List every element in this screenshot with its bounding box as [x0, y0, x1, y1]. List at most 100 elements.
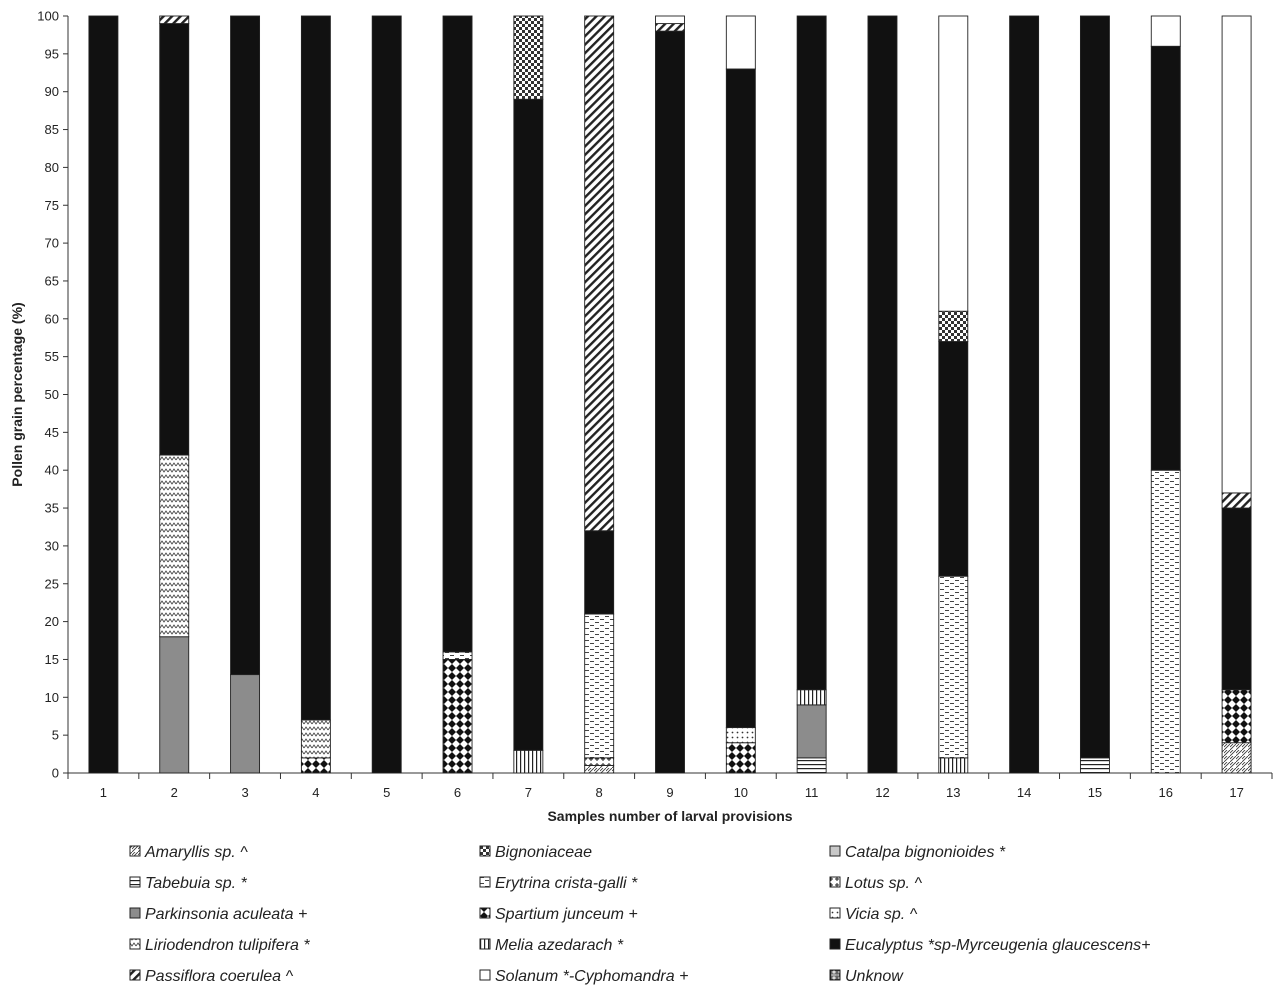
bar-segment-eucalyptus-sp-myrceugenia-glaucescens-sample-13 [938, 341, 969, 577]
y-axis-title: Pollen grain percentage (%) [9, 302, 25, 486]
legend-label-tabebuia-sp: Tabebuia sp. * [145, 875, 247, 892]
bar-segment-eucalyptus-sp-myrceugenia-glaucescens-sample-6 [442, 15, 473, 653]
legend-swatch-catalpa-bignonioides [829, 845, 841, 857]
bar-segment-erytrina-crista-galli-sample-8 [584, 613, 615, 759]
bar-segment-eucalyptus-sp-myrceugenia-glaucescens-sample-17 [1221, 507, 1252, 691]
legend-label-melia-azedarach: Melia azedarach * [495, 937, 624, 954]
legend-label-lotus-sp: Lotus sp. ^ [845, 875, 922, 892]
bar-segment-bignoniaceae-sample-7 [513, 15, 544, 100]
legend-swatch-bignoniaceae [479, 845, 491, 857]
x-tick-label: 15 [1088, 785, 1102, 800]
y-tick-label: 85 [45, 122, 59, 137]
y-tick-label: 95 [45, 46, 59, 61]
bar-segment-vicia-sp-sample-10 [725, 727, 756, 744]
y-tick-label: 75 [45, 198, 59, 213]
bar-segment-spartium-junceum-sample-10 [725, 742, 756, 774]
bar-segment-eucalyptus-sp-myrceugenia-glaucescens-sample-5 [371, 15, 402, 774]
y-tick-label: 70 [45, 236, 59, 251]
x-tick-label: 16 [1159, 785, 1173, 800]
bar-segment-lotus-sp-sample-8 [584, 757, 615, 766]
legend-swatch-parkinsonia-aculeata [129, 907, 141, 919]
legend-swatch-lotus-sp [829, 876, 841, 888]
legend-swatch-solanum-cyphomandra [479, 969, 491, 981]
legend-swatch-melia-azedarach [479, 938, 491, 950]
x-tick-label: 9 [666, 785, 673, 800]
bar-segment-eucalyptus-sp-myrceugenia-glaucescens-sample-10 [725, 68, 756, 729]
legend-swatch-spartium-junceum [479, 907, 491, 919]
y-tick-label: 30 [45, 538, 59, 553]
bar-segment-erytrina-crista-galli-sample-16 [1150, 469, 1181, 774]
y-tick-label: 50 [45, 387, 59, 402]
bar-segment-parkinsonia-aculeata-sample-2 [159, 636, 190, 774]
legend-label-passiflora-coerulea: Passiflora coerulea ^ [145, 968, 294, 985]
bar-segment-eucalyptus-sp-myrceugenia-glaucescens-sample-3 [230, 15, 261, 676]
y-tick-label: 0 [52, 766, 59, 781]
legend-label-spartium-junceum: Spartium junceum + [495, 906, 638, 923]
y-tick-label: 100 [37, 9, 59, 24]
bar-segment-eucalyptus-sp-myrceugenia-glaucescens-sample-11 [796, 15, 827, 691]
bar-segment-melia-azedarach-sample-7 [513, 749, 544, 774]
x-tick-label: 5 [383, 785, 390, 800]
bar-segment-eucalyptus-sp-myrceugenia-glaucescens-sample-9 [655, 30, 685, 774]
x-tick-label: 4 [312, 785, 319, 800]
x-tick-label: 6 [454, 785, 461, 800]
x-tick-label: 8 [596, 785, 603, 800]
legend-swatch-vicia-sp [829, 907, 841, 919]
bar-segment-eucalyptus-sp-myrceugenia-glaucescens-sample-8 [584, 530, 615, 615]
legend-swatch-amaryllis-sp [129, 845, 141, 857]
bar-segment-solanum-cyphomandra-sample-16 [1150, 15, 1181, 47]
y-tick-label: 55 [45, 349, 59, 364]
legend-swatch-eucalyptus-sp-myrceugenia-glaucescens [829, 938, 841, 950]
bar-segment-passiflora-coerulea-sample-2 [159, 15, 190, 25]
bar-segment-passiflora-coerulea-sample-9 [655, 23, 685, 32]
x-tick-label: 2 [171, 785, 178, 800]
y-tick-label: 35 [45, 501, 59, 516]
legend-label-erytrina-crista-galli: Erytrina crista-galli * [495, 875, 638, 892]
bar-segment-solanum-cyphomandra-sample-9 [655, 15, 685, 25]
bar-segment-eucalyptus-sp-myrceugenia-glaucescens-sample-2 [159, 23, 190, 456]
bar-segment-amaryllis-sp-sample-8 [584, 764, 615, 774]
bar-segment-eucalyptus-sp-myrceugenia-glaucescens-sample-4 [300, 15, 331, 721]
legend-swatch-erytrina-crista-galli [479, 876, 491, 888]
bar-segment-passiflora-coerulea-sample-8 [584, 15, 615, 532]
y-tick-label: 45 [45, 425, 59, 440]
x-tick-label: 11 [805, 785, 819, 800]
bar-segment-eucalyptus-sp-myrceugenia-glaucescens-sample-7 [513, 98, 544, 751]
bar-segment-liriodendron-tulipifera-sample-4 [300, 719, 331, 759]
bar-segment-amaryllis-sp-sample-17 [1221, 742, 1252, 774]
bar-segment-parkinsonia-aculeata-sample-3 [230, 674, 261, 774]
bar-segment-eucalyptus-sp-myrceugenia-glaucescens-sample-14 [1009, 15, 1040, 774]
bar-segment-tabebuia-sp-sample-11 [796, 757, 827, 774]
bar-segment-erytrina-crista-galli-sample-6 [442, 651, 473, 660]
legend-label-eucalyptus-sp-myrceugenia-glaucescens: Eucalyptus *sp-Myrceugenia glaucescens+ [845, 937, 1151, 954]
bar-segment-liriodendron-tulipifera-sample-2 [159, 454, 190, 638]
legend-swatch-passiflora-coerulea [129, 969, 141, 981]
bar-segment-eucalyptus-sp-myrceugenia-glaucescens-sample-16 [1150, 45, 1181, 471]
y-tick-label: 10 [45, 690, 59, 705]
y-tick-label: 5 [52, 728, 59, 743]
bar-segment-solanum-cyphomandra-sample-17 [1221, 15, 1252, 494]
y-tick-label: 25 [45, 576, 59, 591]
bar-segment-solanum-cyphomandra-sample-13 [938, 15, 969, 312]
legend-swatch-unknow [829, 969, 841, 981]
legend: Amaryllis sp. ^ Tabebuia sp. * Parkinsonia… [129, 844, 1151, 985]
y-tick-label: 40 [45, 463, 59, 478]
bar-segment-spartium-junceum-sample-17 [1221, 689, 1252, 744]
y-tick-label: 15 [45, 652, 59, 667]
x-tick-label: 10 [734, 785, 748, 800]
legend-label-amaryllis-sp: Amaryllis sp. ^ [144, 844, 248, 861]
bar-segment-spartium-junceum-sample-4 [300, 757, 331, 774]
bar-segment-eucalyptus-sp-myrceugenia-glaucescens-sample-12 [867, 15, 898, 774]
legend-label-liriodendron-tulipifera: Liriodendron tulipifera * [145, 937, 310, 954]
y-tick-label: 60 [45, 311, 59, 326]
bar-segment-solanum-cyphomandra-sample-10 [725, 15, 756, 70]
bar-segment-erytrina-crista-galli-sample-13 [938, 575, 969, 759]
plot-area: 0510152025303540455055606570758085909510… [9, 9, 1273, 824]
bar-segment-spartium-junceum-sample-6 [442, 659, 473, 774]
bar-segment-bignoniaceae-sample-13 [938, 310, 969, 342]
bar-segment-melia-azedarach-sample-13 [938, 757, 969, 774]
bar-segment-eucalyptus-sp-myrceugenia-glaucescens-sample-15 [1079, 15, 1110, 759]
y-tick-label: 90 [45, 84, 59, 99]
legend-swatch-liriodendron-tulipifera [129, 938, 141, 950]
bar-segment-passiflora-coerulea-sample-17 [1221, 492, 1252, 509]
